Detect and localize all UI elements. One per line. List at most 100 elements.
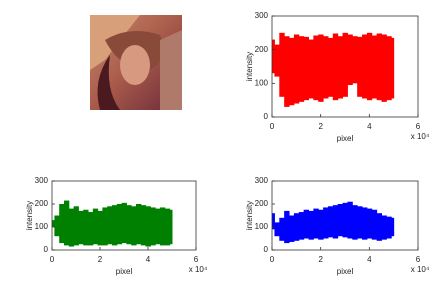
intensity-band — [299, 36, 304, 102]
intensity-band — [386, 36, 391, 100]
x-tick-label: 0 — [50, 255, 55, 264]
intensity-band — [372, 210, 377, 240]
intensity-band — [279, 33, 284, 97]
intensity-band — [289, 38, 294, 105]
intensity-band — [74, 206, 79, 245]
intensity-band — [150, 207, 155, 245]
x-tick-label: 6 — [416, 255, 421, 264]
x-axis-label: pixel — [116, 267, 133, 276]
intensity-band — [304, 37, 309, 100]
intensity-band — [357, 37, 362, 97]
x-tick-label: 6 — [194, 255, 199, 264]
x-tick-label: 2 — [318, 122, 323, 131]
x-tick-label: 2 — [318, 255, 323, 264]
y-tick-label: 200 — [255, 45, 269, 54]
x-tick-label: 4 — [146, 255, 151, 264]
intensity-band — [313, 209, 318, 239]
x-tick-label: 6 — [416, 122, 421, 131]
intensity-band — [78, 211, 83, 244]
intensity-band — [107, 206, 112, 244]
x-tick-label: 4 — [367, 255, 372, 264]
plot: 0 100 200 300 0 2 4 6 pixel x 10⁴ intensity — [245, 11, 430, 143]
intensity-band — [98, 211, 103, 246]
intensity-band — [333, 34, 338, 101]
intensity-band — [367, 33, 372, 100]
x-axis-label: pixel — [337, 267, 354, 276]
y-tick-label: 200 — [35, 199, 49, 208]
y-axis-label: intensity — [245, 201, 254, 230]
x-tick-label: 0 — [270, 122, 275, 131]
intensity-band — [333, 205, 338, 238]
intensity-band — [141, 205, 146, 245]
intensity-band — [328, 206, 333, 237]
intensity-band — [372, 36, 377, 99]
y-tick-label: 300 — [255, 11, 269, 20]
intensity-band — [160, 207, 165, 245]
y-tick-label: 0 — [264, 112, 269, 121]
intensity-band — [318, 210, 323, 240]
intensity-band — [357, 206, 362, 238]
intensity-band — [299, 212, 304, 240]
intensity-band — [362, 35, 367, 99]
x-tick-label: 4 — [367, 122, 372, 131]
intensity-band — [126, 205, 131, 244]
intensity-band — [289, 216, 294, 242]
figure: 01002003000246pixelx 10⁴intensity0100200… — [0, 0, 447, 289]
y-tick-label: 300 — [35, 176, 49, 185]
intensity-band — [284, 211, 289, 243]
intensity-band — [117, 204, 122, 244]
y-tick-label: 0 — [44, 245, 49, 254]
intensity-band — [352, 36, 357, 83]
intensity-band — [54, 216, 59, 237]
intensity-band — [386, 217, 391, 239]
x-exponent: x 10⁴ — [411, 132, 430, 141]
intensity-band — [313, 36, 318, 101]
intensity-band — [338, 36, 343, 98]
intensity-band — [64, 201, 69, 246]
intensity-band — [274, 222, 279, 236]
intensity-band — [93, 209, 98, 245]
intensity-band — [323, 207, 328, 238]
intensity-band — [102, 207, 107, 245]
intensity-band — [59, 204, 64, 243]
x-exponent: x 10⁴ — [189, 265, 208, 274]
intensity-band — [284, 36, 289, 107]
x-exponent: x 10⁴ — [411, 265, 430, 274]
intensity-band — [343, 33, 348, 97]
intensity-band — [69, 209, 74, 247]
intensity-band — [309, 40, 314, 99]
intensity-band — [318, 35, 323, 102]
intensity-band — [347, 202, 352, 239]
intensity-band — [304, 210, 309, 239]
intensity-band — [146, 206, 151, 246]
intensity-band — [88, 212, 93, 245]
intensity-band — [391, 218, 394, 236]
x-axis-label: pixel — [337, 134, 354, 143]
intensity-band — [347, 35, 352, 85]
intensity-band — [294, 213, 299, 241]
y-tick-label: 0 — [264, 245, 269, 254]
y-tick-label: 200 — [255, 199, 269, 208]
intensity-band — [377, 34, 382, 101]
intensity-band — [83, 210, 88, 246]
intensity-band — [122, 203, 127, 243]
y-tick-label: 100 — [255, 78, 269, 87]
x-tick-label: 0 — [270, 255, 275, 264]
intensity-band — [309, 211, 314, 240]
intensity-band — [377, 213, 382, 241]
intensity-band — [338, 204, 343, 236]
intensity-band — [165, 209, 170, 246]
intensity-band — [274, 45, 279, 77]
intensity-band — [367, 209, 372, 239]
y-tick-label: 100 — [35, 222, 49, 231]
y-tick-label: 300 — [255, 176, 269, 185]
intensity-band — [362, 207, 367, 239]
intensity-band — [136, 204, 141, 244]
photo — [90, 15, 182, 110]
intensity-band — [343, 203, 348, 238]
y-axis-label: intensity — [245, 52, 254, 81]
intensity-band — [131, 206, 136, 245]
intensity-band — [112, 205, 117, 245]
intensity-band — [170, 210, 173, 245]
